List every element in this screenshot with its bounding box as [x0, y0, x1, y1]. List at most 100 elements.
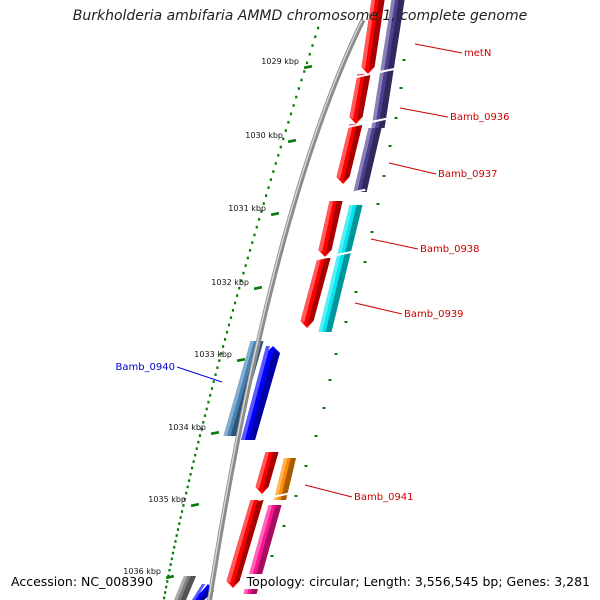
label-leader-lines — [176, 43, 463, 498]
track-dot — [382, 175, 386, 177]
feature-highlight — [349, 74, 362, 119]
feature-shade — [180, 576, 196, 600]
gene-label: Bamb_0936 — [450, 112, 510, 123]
track-dot — [311, 44, 314, 47]
gene-grey-block — [174, 576, 196, 600]
accession-text: Accession: NC_008390 — [9, 574, 156, 589]
track-dot — [399, 87, 403, 89]
gene-label: Bamb_0938 — [420, 244, 480, 255]
track-dot — [195, 447, 198, 450]
feature-shade — [233, 500, 264, 585]
track-dot — [170, 557, 173, 561]
track-dot — [178, 522, 181, 525]
feature-highlight — [300, 258, 322, 323]
feature-shade — [360, 128, 382, 192]
feature-highlight — [318, 262, 340, 332]
feature-highlight — [353, 128, 373, 192]
feature-shade — [343, 124, 363, 181]
track-dot — [272, 170, 275, 173]
kbp-tick-label: 1032 kbp — [211, 278, 249, 287]
track-dot — [198, 434, 202, 437]
label-leader-line — [399, 107, 449, 118]
kbp-tick-label: 1033 kbp — [194, 350, 232, 359]
label-leader-line — [304, 484, 353, 498]
feature-shade — [307, 258, 331, 325]
track-dot — [295, 95, 298, 99]
kbp-tick-label: 1036 kbp — [123, 567, 161, 576]
label-leader-line — [176, 366, 223, 383]
track-dot — [270, 555, 274, 557]
track-dot — [248, 249, 252, 252]
feature-shade — [248, 350, 280, 440]
feature-shade — [378, 0, 405, 128]
track-dot — [186, 485, 189, 489]
cds-block — [336, 124, 363, 184]
gene-Bamb_0938-block — [335, 205, 363, 262]
track-dot — [257, 218, 261, 221]
track-dot — [190, 466, 194, 470]
feature-shade — [325, 262, 349, 332]
gene-Bamb_0937-block — [353, 128, 382, 192]
track-dot — [163, 596, 166, 600]
feature-highlight — [243, 505, 273, 594]
feature-gap — [347, 117, 387, 129]
track-dot — [305, 61, 309, 65]
track-dot — [185, 491, 188, 495]
feature-shade — [325, 201, 343, 254]
track-dot — [269, 178, 272, 181]
track-dot — [233, 301, 237, 305]
track-dot — [314, 35, 317, 39]
kbp-tick-label: 1030 kbp — [245, 131, 283, 140]
backbone-highlight — [207, 19, 363, 600]
track-dot — [354, 291, 358, 293]
track-dot — [394, 117, 398, 119]
gene-Bamb_0939-block — [318, 262, 349, 332]
track-dot — [180, 510, 184, 513]
track-dot — [227, 323, 231, 327]
track-dot — [255, 225, 258, 229]
track-dot — [182, 504, 185, 507]
kbp-tick-label: 1029 kbp — [261, 57, 299, 66]
track-dot — [214, 373, 217, 376]
feature-highlight — [361, 0, 376, 69]
feature-highlight — [318, 201, 334, 252]
track-dot — [203, 414, 207, 417]
gene-label: Bamb_0939 — [404, 309, 464, 320]
gene-metN-block — [371, 0, 405, 128]
track-dot — [174, 540, 177, 543]
feature-highlight — [336, 124, 354, 179]
track-dot — [220, 352, 223, 355]
track-dot — [267, 186, 270, 189]
genome-info-text: Topology: circular; Length: 3,556,545 bp… — [244, 574, 592, 589]
kbp-tick-mark — [190, 502, 200, 508]
track-dot — [207, 400, 210, 404]
track-dot — [176, 528, 180, 531]
track-dot — [240, 279, 243, 282]
gene-labels: metN Bamb_0936 Bamb_0937 Bamb_0938 Bamb_0939… — [115, 48, 509, 503]
feature-gap — [326, 188, 366, 200]
track-dot — [238, 286, 241, 290]
gene-Bamb_0940-blue-block — [241, 346, 280, 440]
track-dot — [260, 210, 263, 213]
track-dot — [189, 473, 192, 476]
track-dot — [223, 338, 227, 341]
track-dot — [167, 574, 170, 578]
track-dot — [251, 241, 254, 244]
track-dot — [402, 59, 406, 61]
feature-highlight — [255, 452, 270, 489]
map-title: Burkholderia ambifaria AMMD chromosome 1… — [72, 8, 528, 24]
track-dot — [376, 203, 380, 205]
track-dot — [297, 87, 300, 90]
gene-Bamb_0941-block — [274, 458, 296, 500]
gene-pink-block — [243, 505, 282, 594]
feature-highlight — [192, 584, 206, 600]
track-dot — [262, 202, 265, 205]
track-dot — [194, 453, 197, 457]
track-dot — [236, 294, 239, 297]
track-dot — [282, 137, 285, 141]
feature-highlight — [371, 0, 396, 128]
track-dot — [322, 407, 326, 409]
cds-block — [255, 452, 279, 494]
track-dot — [197, 440, 200, 444]
